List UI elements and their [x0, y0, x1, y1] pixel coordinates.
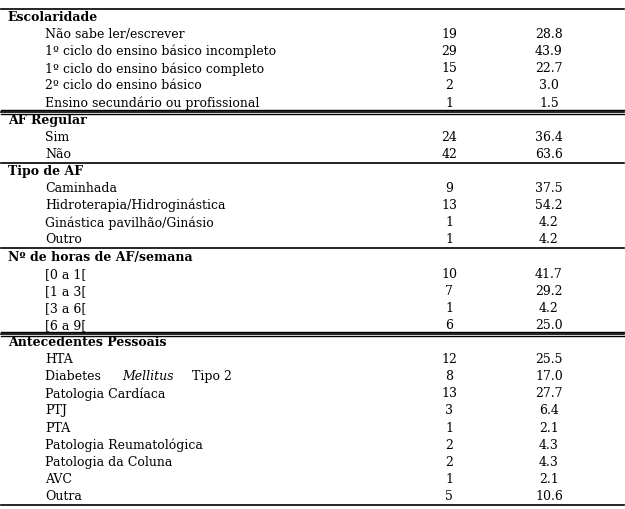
Text: 1: 1 [446, 234, 453, 246]
Text: 4.3: 4.3 [539, 456, 559, 469]
Text: 24: 24 [441, 131, 458, 144]
Text: Diabetes: Diabetes [45, 370, 105, 383]
Text: 22.7: 22.7 [535, 63, 562, 75]
Text: Patologia Cardíaca: Patologia Cardíaca [45, 387, 166, 401]
Text: 37.5: 37.5 [535, 182, 562, 195]
Text: 12: 12 [441, 353, 458, 366]
Text: 2.1: 2.1 [539, 473, 559, 486]
Text: 1: 1 [446, 421, 453, 435]
Text: 13: 13 [441, 387, 458, 401]
Text: Antecedentes Pessoais: Antecedentes Pessoais [8, 336, 166, 349]
Text: 6: 6 [446, 319, 453, 332]
Text: 4.2: 4.2 [539, 216, 559, 230]
Text: PTJ: PTJ [45, 405, 67, 417]
Text: 1: 1 [446, 473, 453, 486]
Text: 25.5: 25.5 [535, 353, 562, 366]
Text: 5: 5 [446, 490, 453, 503]
Text: 4.2: 4.2 [539, 302, 559, 315]
Text: [0 a 1[: [0 a 1[ [45, 268, 86, 280]
Text: 15: 15 [441, 63, 458, 75]
Text: Outro: Outro [45, 234, 82, 246]
Text: 42: 42 [441, 148, 458, 161]
Text: 25.0: 25.0 [535, 319, 562, 332]
Text: 41.7: 41.7 [535, 268, 563, 280]
Text: Hidroterapia/Hidroginástica: Hidroterapia/Hidroginástica [45, 199, 226, 212]
Text: 29: 29 [441, 45, 458, 58]
Text: 2.1: 2.1 [539, 421, 559, 435]
Text: 2: 2 [446, 79, 453, 93]
Text: Caminhada: Caminhada [45, 182, 117, 195]
Text: 3: 3 [446, 405, 453, 417]
Text: Nº de horas de AF/semana: Nº de horas de AF/semana [8, 250, 192, 264]
Text: 1: 1 [446, 302, 453, 315]
Text: 54.2: 54.2 [535, 199, 562, 212]
Text: [1 a 3[: [1 a 3[ [45, 285, 86, 298]
Text: 36.4: 36.4 [535, 131, 563, 144]
Text: 29.2: 29.2 [535, 285, 562, 298]
Text: 9: 9 [446, 182, 453, 195]
Text: Tipo de AF: Tipo de AF [8, 165, 82, 178]
Text: 2: 2 [446, 439, 453, 451]
Text: [3 a 6[: [3 a 6[ [45, 302, 86, 315]
Text: 28.8: 28.8 [535, 28, 563, 41]
Text: Ginástica pavilhão/Ginásio: Ginástica pavilhão/Ginásio [45, 216, 214, 230]
Text: Não: Não [45, 148, 71, 161]
Text: 8: 8 [446, 370, 453, 383]
Text: 19: 19 [441, 28, 458, 41]
Text: 27.7: 27.7 [535, 387, 562, 401]
Text: 10.6: 10.6 [535, 490, 563, 503]
Text: 1.5: 1.5 [539, 97, 559, 109]
Text: 43.9: 43.9 [535, 45, 563, 58]
Text: 1: 1 [446, 97, 453, 109]
Text: 10: 10 [441, 268, 458, 280]
Text: 1º ciclo do ensino básico incompleto: 1º ciclo do ensino básico incompleto [45, 45, 276, 59]
Text: Tipo 2: Tipo 2 [188, 370, 232, 383]
Text: Mellitus: Mellitus [122, 370, 173, 383]
Text: Outra: Outra [45, 490, 82, 503]
Text: 17.0: 17.0 [535, 370, 563, 383]
Text: 7: 7 [446, 285, 453, 298]
Text: 2º ciclo do ensino básico: 2º ciclo do ensino básico [45, 79, 202, 93]
Text: 63.6: 63.6 [535, 148, 563, 161]
Text: 6.4: 6.4 [539, 405, 559, 417]
Text: HTA: HTA [45, 353, 72, 366]
Text: AF Regular: AF Regular [8, 114, 86, 127]
Text: 3.0: 3.0 [539, 79, 559, 93]
Text: Patologia da Coluna: Patologia da Coluna [45, 456, 172, 469]
Text: Sim: Sim [45, 131, 69, 144]
Text: Escolaridade: Escolaridade [8, 11, 98, 24]
Text: 1º ciclo do ensino básico completo: 1º ciclo do ensino básico completo [45, 62, 264, 76]
Text: [6 a 9[: [6 a 9[ [45, 319, 86, 332]
Text: 4.2: 4.2 [539, 234, 559, 246]
Text: 4.3: 4.3 [539, 439, 559, 451]
Text: AVC: AVC [45, 473, 72, 486]
Text: Não sabe ler/escrever: Não sabe ler/escrever [45, 28, 184, 41]
Text: Ensino secundário ou profissional: Ensino secundário ou profissional [45, 96, 259, 110]
Text: 2: 2 [446, 456, 453, 469]
Text: PTA: PTA [45, 421, 70, 435]
Text: 13: 13 [441, 199, 458, 212]
Text: Patologia Reumatológica: Patologia Reumatológica [45, 438, 203, 452]
Text: 1: 1 [446, 216, 453, 230]
